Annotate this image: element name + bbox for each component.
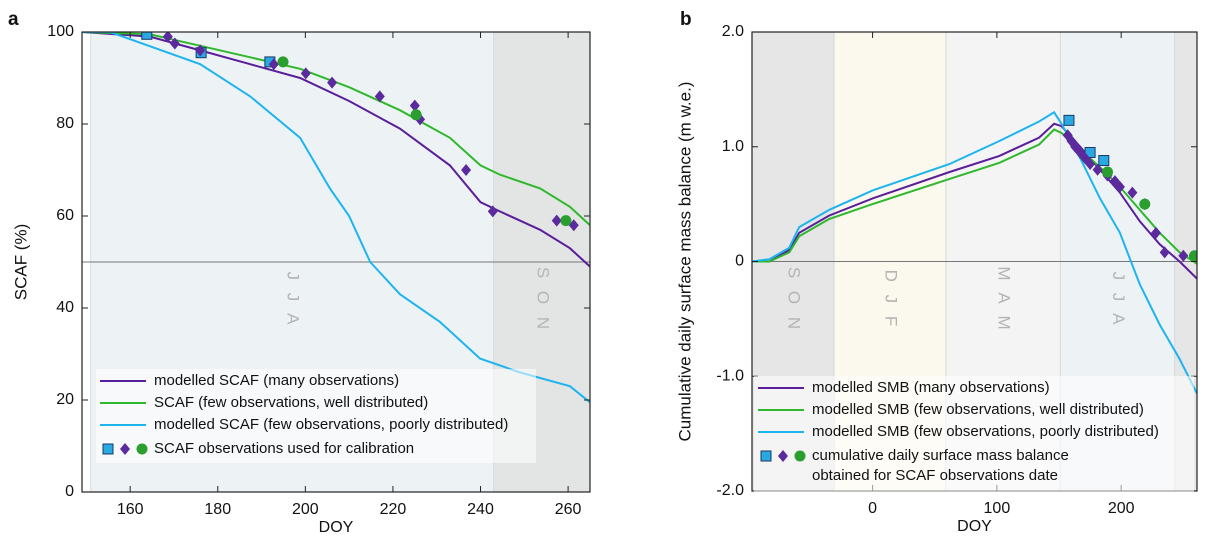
y-tick-label: 100: [47, 23, 74, 40]
y-tick-label: 60: [56, 207, 74, 224]
circle-marker: [277, 56, 289, 68]
circle-marker: [794, 450, 806, 462]
y-axis-label: Cumulative daily surface mass balance (m…: [675, 82, 694, 442]
series-line: [752, 128, 1197, 265]
panel-letter: b: [680, 9, 692, 30]
x-axis-label: DOY: [319, 519, 354, 536]
x-tick-label: 200: [292, 501, 319, 518]
circle-marker: [1189, 250, 1197, 262]
y-tick-label: -1.0: [716, 367, 744, 384]
diamond-marker: [195, 44, 206, 57]
circle-marker: [410, 109, 422, 121]
square-marker: [760, 450, 772, 462]
plot-frame: [81, 31, 591, 493]
x-tick-label: 0: [868, 500, 877, 517]
circle-marker: [1139, 198, 1151, 210]
x-tick-label: 240: [467, 501, 494, 518]
season-label: S O N: [533, 267, 552, 333]
diamond-marker: [1085, 157, 1096, 170]
season-label: J J A: [1109, 272, 1128, 329]
diamond-marker: [778, 450, 788, 462]
diamond-marker: [162, 32, 173, 43]
circle-marker: [136, 443, 148, 455]
y-tick-label: 2.0: [722, 23, 744, 40]
square-marker: [102, 443, 114, 455]
x-tick-label: 160: [117, 501, 144, 518]
diamond-marker: [327, 76, 338, 89]
legend-label: modelled SCAF (many observations): [154, 372, 399, 389]
legend-label: modelled SMB (few observations, well dis…: [812, 401, 1144, 418]
season-label: D J F: [881, 270, 900, 331]
x-axis-label: DOY: [957, 518, 992, 535]
diamond-marker: [1092, 163, 1103, 176]
diamond-marker: [300, 67, 311, 80]
x-tick-label: 180: [204, 501, 231, 518]
season-label: S O N: [785, 267, 804, 333]
y-tick-label: -2.0: [716, 482, 744, 499]
legend-label: modelled SMB (many observations): [812, 379, 1050, 396]
diamond-marker: [1114, 180, 1125, 193]
diamond-marker: [268, 58, 279, 71]
diamond-marker: [487, 205, 498, 218]
series-line: [752, 122, 1197, 280]
legend-label: modelled SCAF (few observations, poorly …: [154, 416, 508, 433]
diamond-marker: [169, 37, 180, 50]
diamond-marker: [551, 214, 562, 227]
x-tick-label: 200: [1108, 500, 1135, 517]
y-tick-label: 0: [65, 483, 74, 500]
diamond-marker: [1127, 186, 1138, 199]
square-marker: [1063, 114, 1075, 126]
y-tick-label: 0: [735, 253, 744, 270]
legend-label: cumulative daily surface mass balance: [812, 447, 1069, 464]
diamond-marker: [1150, 226, 1161, 239]
x-tick-label: 220: [380, 501, 407, 518]
x-tick-label: 260: [555, 501, 582, 518]
diamond-marker: [568, 219, 579, 232]
square-marker: [141, 32, 153, 40]
season-label: J J A: [284, 272, 303, 329]
y-tick-label: 40: [56, 299, 74, 316]
legend-label: SCAF (few observations, well distributed…: [154, 394, 428, 411]
series-line: [752, 110, 1197, 394]
diamond-marker: [1159, 246, 1170, 259]
legend-background: [96, 369, 536, 463]
panel-letter: a: [8, 9, 19, 30]
diamond-marker: [409, 99, 420, 112]
legend-label: SCAF observations used for calibration: [154, 440, 414, 457]
season-label: M A M: [995, 266, 1014, 333]
diamond-marker: [461, 164, 472, 176]
diamond-marker: [120, 443, 130, 455]
diamond-marker: [374, 90, 385, 103]
y-tick-label: 80: [56, 115, 74, 132]
x-tick-label: 100: [984, 500, 1011, 517]
legend-label: modelled SMB (few observations, poorly d…: [812, 423, 1159, 440]
circle-marker: [1102, 166, 1114, 178]
y-axis-label: SCAF (%): [11, 224, 30, 301]
square-marker: [1098, 155, 1110, 167]
y-tick-label: 1.0: [722, 138, 744, 155]
diamond-marker: [1178, 249, 1189, 262]
circle-marker: [560, 215, 572, 227]
legend-label: obtained for SCAF observations date: [812, 467, 1058, 484]
legend-background: [754, 376, 1194, 492]
y-tick-label: 20: [56, 391, 74, 408]
